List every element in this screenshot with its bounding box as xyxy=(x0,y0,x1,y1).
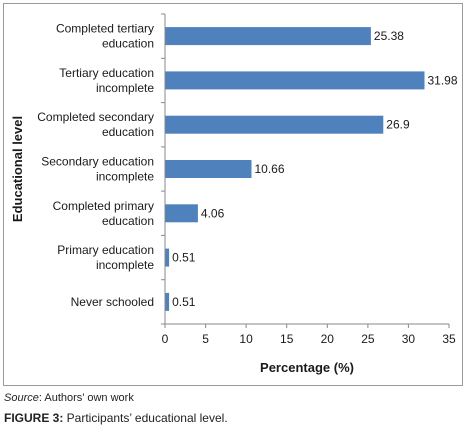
source-note: Source: Authors’ own work xyxy=(4,392,134,404)
bar xyxy=(165,248,170,267)
x-tick-label: 30 xyxy=(402,332,416,346)
category-label: Primary education xyxy=(57,243,154,257)
data-label: 25.38 xyxy=(374,29,404,43)
data-label: 31.98 xyxy=(428,73,458,87)
x-tick-label: 35 xyxy=(442,332,456,346)
source-text: : Authors’ own work xyxy=(38,392,134,404)
bar xyxy=(165,160,252,178)
category-label: education xyxy=(102,37,154,51)
category-label: Completed secondary xyxy=(37,110,154,124)
data-label: 10.66 xyxy=(255,162,285,176)
x-tick-label: 25 xyxy=(361,332,375,346)
category-label: education xyxy=(102,125,154,139)
figure-caption: FIGURE 3: Participants’ educational leve… xyxy=(4,411,228,425)
bar xyxy=(165,71,425,90)
category-label: Tertiary education xyxy=(59,66,154,80)
category-label: Never schooled xyxy=(71,295,154,309)
category-label: education xyxy=(102,214,154,228)
data-label: 26.9 xyxy=(386,118,410,132)
category-label: Completed tertiary xyxy=(56,22,154,36)
category-label: Completed primary xyxy=(53,199,154,213)
bar xyxy=(165,27,371,46)
bar xyxy=(165,204,198,223)
data-label: 0.51 xyxy=(172,251,196,265)
bar xyxy=(165,292,170,311)
caption-text: Participants’ educational level. xyxy=(63,411,228,425)
data-label: 4.06 xyxy=(201,206,225,220)
x-tick-label: 15 xyxy=(280,332,294,346)
x-axis-title: Percentage (%) xyxy=(260,360,354,375)
bar xyxy=(165,115,384,134)
category-label: incomplete xyxy=(96,81,154,95)
y-axis-title: Educational level xyxy=(10,116,25,222)
x-tick-label: 5 xyxy=(202,332,209,346)
category-label: incomplete xyxy=(96,258,154,272)
x-tick-label: 0 xyxy=(162,332,169,346)
category-label: incomplete xyxy=(96,170,154,184)
data-label: 0.51 xyxy=(172,295,196,309)
caption-key: FIGURE 3: xyxy=(4,411,64,425)
category-label: Secondary education xyxy=(41,155,154,169)
figure-frame: 25.38 Completed tertiary education 31.98 Ter… xyxy=(3,3,463,386)
x-tick-label: 10 xyxy=(239,332,253,346)
x-tick-label: 20 xyxy=(321,332,335,346)
source-key: Source xyxy=(4,392,39,404)
